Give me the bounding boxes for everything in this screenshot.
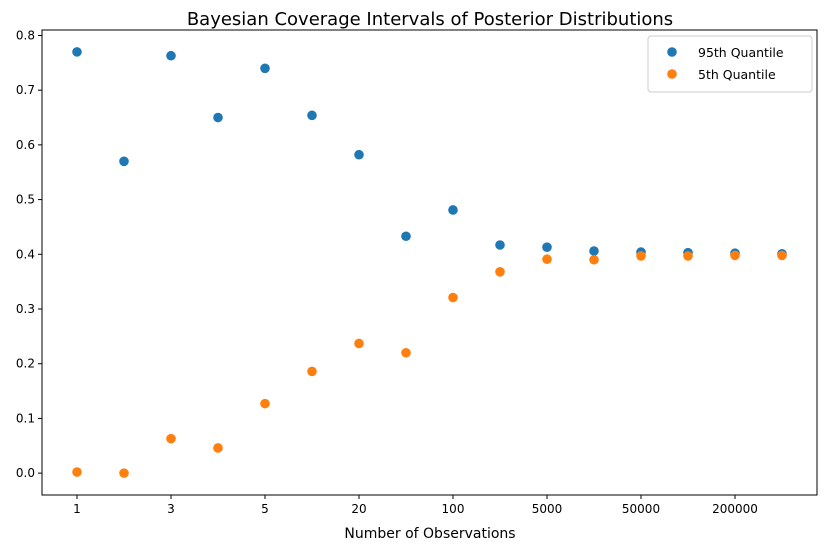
data-point	[119, 156, 129, 167]
x-tick-label: 200000	[712, 502, 758, 516]
x-tick-label: 3	[167, 502, 175, 516]
y-tick-label: 0.8	[16, 28, 35, 42]
x-tick-label: 1	[73, 502, 81, 516]
y-tick-label: 0.5	[16, 193, 35, 207]
x-tick-label: 50000	[622, 502, 660, 516]
data-point	[166, 433, 176, 444]
data-point	[401, 231, 411, 242]
data-point	[213, 112, 223, 123]
y-tick-label: 0.1	[16, 411, 35, 425]
data-point	[119, 468, 129, 478]
chart-title: Bayesian Coverage Intervals of Posterior…	[187, 9, 673, 30]
x-axis-label: Number of Observations	[344, 526, 515, 542]
data-point	[730, 250, 740, 261]
data-point	[354, 338, 364, 349]
y-tick-label: 0.4	[16, 247, 35, 261]
y-tick-label: 0.6	[16, 138, 35, 152]
data-point	[542, 242, 552, 252]
data-point	[72, 47, 82, 57]
y-tick-label: 0.3	[16, 302, 35, 316]
legend-box	[647, 35, 813, 93]
data-point	[448, 292, 458, 303]
data-point	[542, 254, 552, 265]
y-tick-label: 0.2	[16, 357, 35, 371]
data-points	[72, 47, 787, 478]
series-q05	[72, 250, 787, 478]
legend-label: 5th Quantile	[698, 67, 776, 82]
y-tick-label: 0.0	[16, 466, 35, 480]
data-point	[448, 205, 458, 215]
data-point	[260, 63, 270, 74]
plot-area	[41, 29, 818, 496]
x-axis: 1 3 5 20 100 5000 50000 200000	[73, 495, 758, 516]
data-point	[72, 467, 82, 477]
y-tick-label: 0.7	[16, 83, 35, 97]
data-point	[495, 267, 505, 277]
x-tick-label: 5000	[532, 502, 563, 516]
x-tick-label: 5	[261, 502, 269, 516]
y-axis: 0.0 0.1 0.2 0.3 0.4 0.5 0.6 0.7 0.8	[16, 28, 42, 480]
x-tick-label: 100	[442, 502, 465, 516]
data-point	[495, 240, 505, 250]
data-point	[307, 110, 317, 121]
data-point	[260, 398, 270, 409]
data-point	[354, 149, 364, 160]
legend: 95th Quantile 5th Quantile	[647, 35, 813, 93]
legend-marker	[667, 47, 677, 57]
x-tick-label: 20	[351, 502, 366, 516]
legend-label: 95th Quantile	[698, 45, 784, 60]
data-point	[777, 250, 787, 261]
data-point	[589, 246, 599, 256]
data-point	[307, 366, 317, 377]
data-point	[589, 254, 599, 265]
legend-marker	[667, 69, 677, 79]
data-point	[401, 347, 411, 358]
data-point	[166, 50, 176, 61]
data-point	[683, 251, 693, 261]
data-point	[213, 443, 223, 453]
data-point	[636, 251, 646, 261]
